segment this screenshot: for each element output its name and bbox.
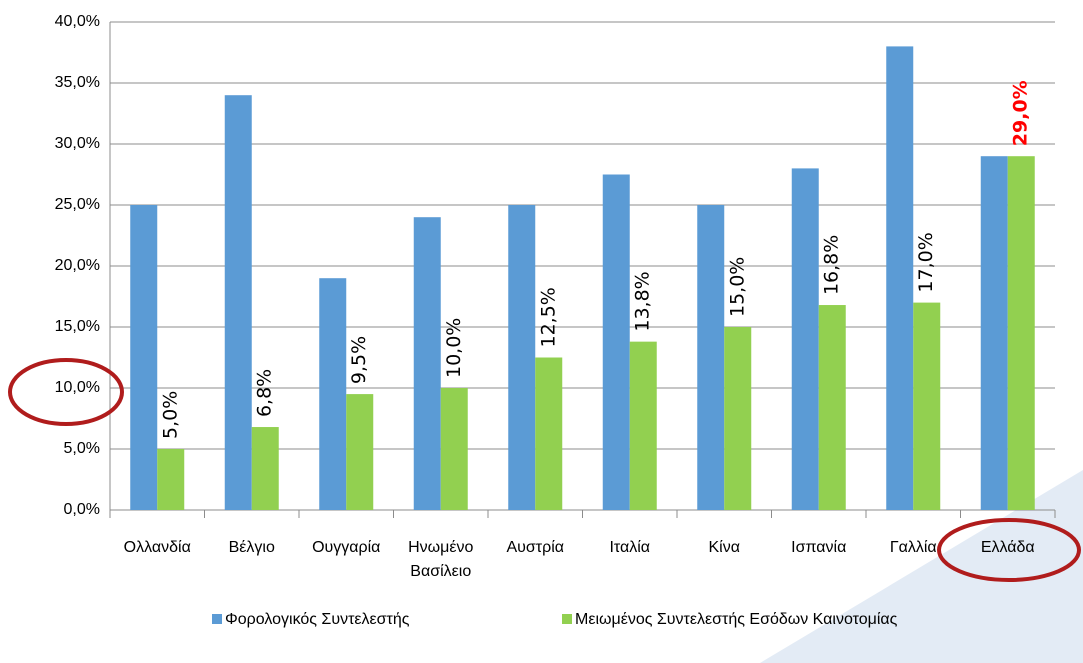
y-tick-label: 40,0%: [55, 13, 100, 30]
legend-label: Μειωμένος Συντελεστής Εσόδων Καινοτομίας: [575, 611, 898, 628]
bar: [1007, 156, 1035, 510]
bar: [157, 449, 185, 510]
bar: [346, 394, 374, 510]
bar: [791, 168, 819, 510]
bar: [535, 357, 563, 510]
y-tick-label: 25,0%: [55, 196, 100, 213]
bar: [980, 156, 1008, 510]
y-tick-label: 5,0%: [64, 440, 100, 457]
y-tick-label: 20,0%: [55, 257, 100, 274]
bar: [697, 205, 725, 510]
legend-label: Φορολογικός Συντελεστής: [225, 611, 410, 628]
x-tick-label: Κίνα: [709, 539, 740, 556]
x-tick-label: Ιταλία: [609, 539, 650, 556]
value-label: 13,8%: [632, 271, 654, 331]
x-tick-label: Ελλάδα: [981, 539, 1035, 556]
highlight-circle: [937, 518, 1081, 582]
value-label: 17,0%: [915, 232, 937, 292]
bar: [724, 327, 752, 510]
bar: [602, 174, 630, 510]
bar: [224, 95, 252, 510]
bar: [886, 46, 914, 511]
value-label: 10,0%: [443, 318, 465, 378]
y-tick-label: 0,0%: [64, 501, 100, 518]
bar: [440, 388, 468, 510]
highlight-circle: [8, 358, 124, 426]
bar: [413, 217, 441, 510]
y-tick-label: 30,0%: [55, 135, 100, 152]
x-tick-label: Ηνωμένο Βασίλειο: [408, 539, 473, 580]
x-tick-label: Γαλλία: [890, 539, 937, 556]
legend-swatch: [562, 614, 572, 624]
value-label: 12,5%: [537, 287, 559, 347]
bar: [508, 205, 536, 510]
x-tick-label: Ισπανία: [791, 539, 846, 556]
value-label: 15,0%: [726, 257, 748, 317]
bar: [130, 205, 158, 510]
bar: [629, 341, 657, 510]
y-tick-label: 10,0%: [55, 379, 100, 396]
value-label: 29,0%: [1010, 80, 1032, 146]
x-tick-label: Ουγγαρία: [312, 539, 380, 556]
bar: [251, 427, 279, 510]
bar: [818, 305, 846, 510]
value-label: 16,8%: [821, 235, 843, 295]
y-tick-label: 15,0%: [55, 318, 100, 335]
value-label: 9,5%: [348, 336, 370, 384]
value-label: 5,0%: [159, 391, 181, 439]
y-tick-label: 35,0%: [55, 74, 100, 91]
value-label: 6,8%: [254, 369, 276, 417]
legend-swatch: [212, 614, 222, 624]
x-tick-label: Ολλανδία: [124, 539, 191, 556]
bar: [913, 302, 941, 510]
bar: [319, 278, 347, 510]
x-tick-label: Βέλγιο: [229, 539, 275, 556]
x-tick-label: Αυστρία: [506, 539, 564, 556]
